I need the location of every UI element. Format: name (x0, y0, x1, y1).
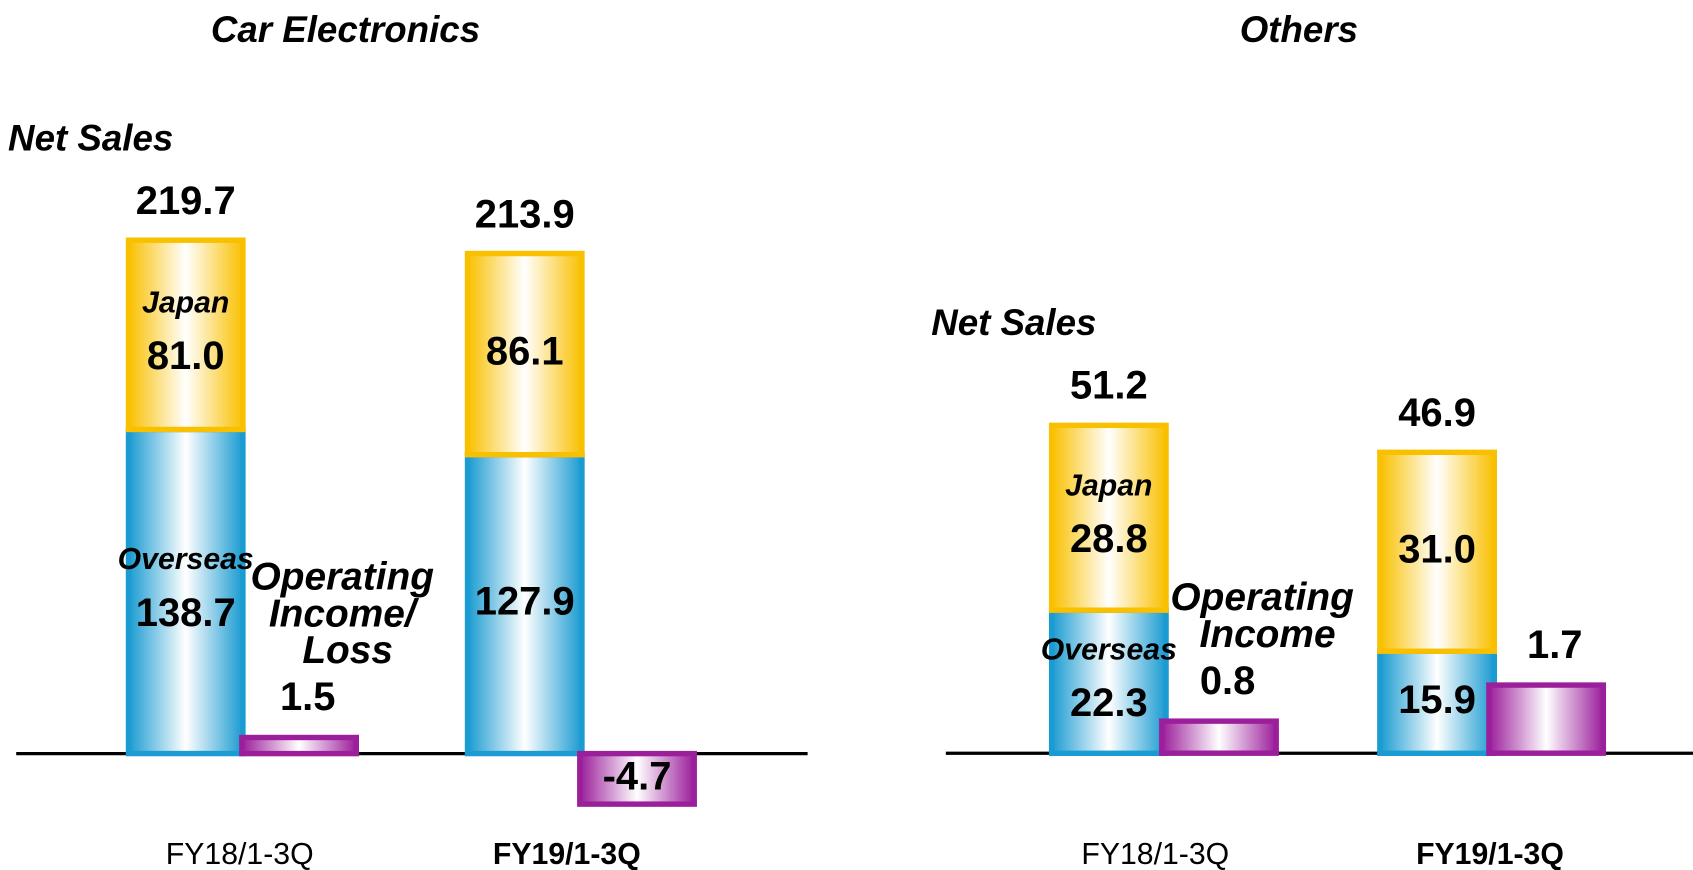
bar-segment (125, 237, 246, 433)
income-bar (577, 750, 697, 807)
chart-title: Others (1240, 9, 1358, 50)
bar-segment (125, 426, 246, 757)
x-tick-label: FY18/1-3Q (166, 838, 314, 870)
x-tick-label: FY18/1-3Q (1081, 838, 1229, 870)
annotation: Net Sales (8, 117, 173, 158)
bar-segment (1048, 607, 1169, 757)
data-label: 127.9 (475, 580, 575, 624)
total-label: 219.7 (136, 179, 236, 223)
chart-title: Car Electronics (211, 9, 480, 50)
bar-segment (1377, 449, 1498, 654)
income-bar (1486, 682, 1607, 756)
series-label: Overseas (1041, 633, 1177, 666)
data-label: 1.5 (280, 675, 336, 719)
bar-segment (464, 250, 585, 458)
series-label: Japan (1065, 469, 1152, 502)
series-label: Operating Income (1170, 576, 1364, 656)
data-label: 81.0 (147, 334, 225, 378)
data-label: 1.7 (1527, 623, 1583, 667)
total-label: 46.9 (1398, 391, 1476, 435)
data-label: 22.3 (1070, 681, 1148, 725)
total-label: 51.2 (1070, 364, 1148, 408)
income-bar (239, 734, 360, 757)
data-label: 31.0 (1398, 527, 1476, 571)
chart-area: Car Electronics FY18/1-3Q Overseas 138.7 Jap… (8, 9, 1693, 870)
data-label: 15.9 (1398, 678, 1476, 722)
series-label: Overseas (118, 543, 254, 576)
data-label: 86.1 (486, 330, 564, 374)
bar-segment (1048, 422, 1169, 613)
data-label: -4.7 (603, 754, 672, 798)
total-label: 213.9 (475, 193, 575, 237)
x-tick-label: FY19/1-3Q (493, 838, 641, 870)
x-tick-label: FY19/1-3Q (1416, 838, 1564, 870)
data-label: 138.7 (136, 591, 236, 635)
income-bar (1159, 718, 1279, 756)
series-label: Japan (142, 287, 229, 320)
data-label: 28.8 (1070, 517, 1148, 561)
series-label: Operating Income/ Loss (251, 556, 445, 673)
annotation: Net Sales (931, 302, 1096, 343)
data-label: 0.8 (1200, 659, 1256, 703)
bar-segment (1377, 648, 1498, 757)
